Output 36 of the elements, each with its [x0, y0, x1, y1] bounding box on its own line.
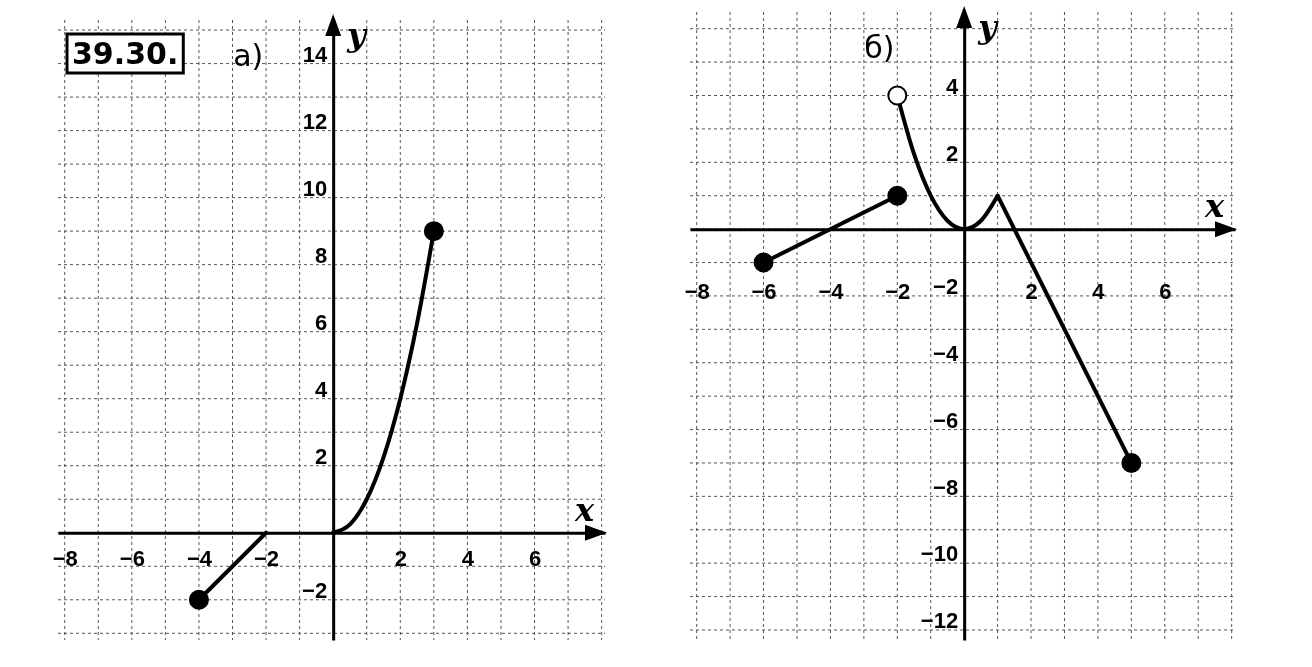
x-tick-label: 6 [1159, 278, 1172, 304]
y-tick-label: 2 [945, 140, 959, 166]
text: а) [233, 38, 264, 73]
y-tick-label: −12 [920, 608, 959, 634]
x-tick-label: −4 [186, 546, 213, 572]
y-tick-label: 4 [314, 377, 328, 402]
x-tick-label: 4 [461, 546, 475, 572]
x-tick-label: −6 [119, 546, 145, 572]
x-tick-label: −4 [818, 278, 845, 304]
y-tick-label: −6 [933, 407, 959, 433]
y-tick-label: 6 [314, 309, 328, 335]
x-tick-label: −8 [52, 546, 78, 572]
x-tick-label: 4 [1092, 278, 1106, 304]
x-tick-label: 2 [1025, 278, 1038, 304]
annotation: 39.30. [72, 36, 179, 71]
x-tick-label: −2 [885, 278, 911, 304]
x-axis-title: x [1204, 187, 1225, 226]
y-tick-label: 4 [945, 73, 959, 99]
x-tick-label: −8 [684, 278, 710, 304]
y-tick-label: 8 [314, 242, 328, 268]
y-tick-label: −2 [302, 578, 328, 604]
y-tick-label: −8 [933, 474, 959, 500]
x-tick-label: −2 [254, 546, 280, 572]
x-tick-label: 2 [394, 546, 407, 572]
y-tick-label: 10 [302, 175, 328, 201]
text: б) [864, 30, 895, 65]
y-tick-label: 2 [314, 444, 328, 470]
y-tick-label: −4 [933, 341, 959, 367]
x-axis-title: x [574, 490, 595, 529]
x-tick-label: −6 [751, 278, 777, 304]
y-tick-label: 12 [302, 108, 328, 134]
y-axis-title: y [977, 8, 1000, 46]
y-axis-title: y [346, 16, 369, 54]
y-tick-label: 14 [302, 41, 328, 67]
y-tick-label: −10 [920, 541, 959, 567]
x-tick-label: 6 [528, 546, 542, 572]
